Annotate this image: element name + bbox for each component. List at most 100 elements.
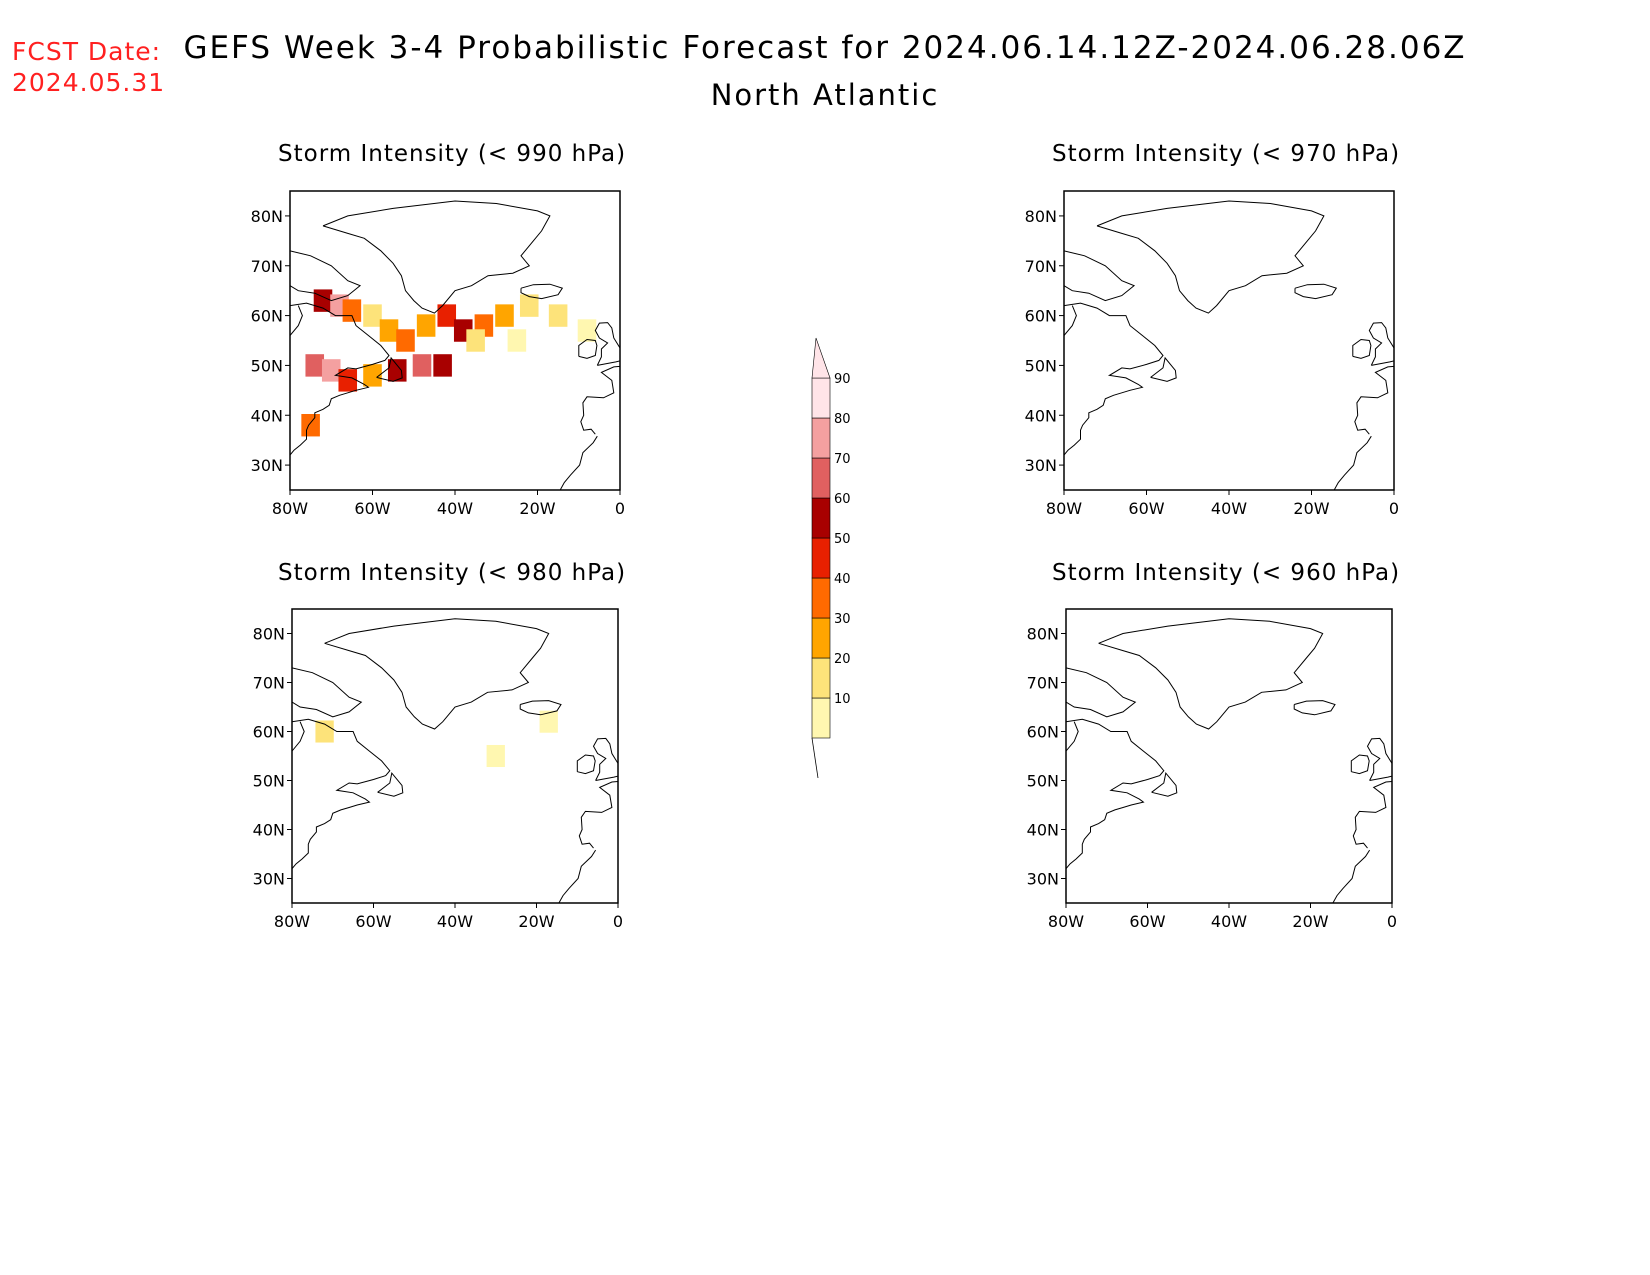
panel-title-990: Storm Intensity (< 990 hPa) — [278, 141, 627, 167]
probability-cell — [437, 304, 457, 327]
coastline — [376, 356, 403, 382]
colorbar-label: 30 — [834, 612, 851, 627]
coastline — [578, 781, 618, 849]
lat-tick-label: 80N — [1025, 207, 1057, 226]
map-panel-3: 80N 70N 60N 50N 40N 30N 80W 60W 40W 20W 0 — [253, 608, 623, 931]
lat-tick-label: 70N — [251, 257, 283, 276]
lon-tick-label: 0 — [613, 912, 623, 931]
coastline — [292, 718, 391, 870]
coastline — [292, 667, 363, 718]
lon-tick-label: 0 — [1389, 499, 1399, 518]
map-panel-2: 80N 70N 60N 50N 40N 30N 80W 60W 40W 20W 0 — [1025, 190, 1399, 518]
probability-cell — [338, 369, 358, 392]
probability-cell — [495, 304, 514, 327]
lat-tick-label: 40N — [251, 406, 283, 425]
probability-cell — [396, 329, 415, 352]
lat-tick-label: 60N — [1027, 723, 1059, 742]
lon-tick-label: 60W — [1129, 912, 1165, 931]
colorbar-label: 60 — [834, 492, 851, 507]
coastline — [292, 721, 305, 752]
coastline — [576, 754, 596, 775]
lat-tick-label: 80N — [251, 207, 283, 226]
lon-tick-label: 20W — [1292, 912, 1328, 931]
coastline — [594, 322, 620, 366]
main-title: GEFS Week 3-4 Probabilistic Forecast for… — [183, 30, 1467, 66]
lon-tick-label: 60W — [355, 912, 391, 931]
lon-tick-label: 40W — [437, 499, 473, 518]
map-frame — [291, 608, 619, 904]
coastline — [559, 435, 598, 490]
coastline — [1352, 338, 1372, 359]
lon-tick-label: 40W — [1211, 912, 1247, 931]
region-subtitle: North Atlantic — [710, 78, 940, 112]
map-frame — [1065, 608, 1393, 904]
colorbar-label: 10 — [834, 692, 851, 707]
coastline — [324, 618, 550, 730]
coastline — [1096, 200, 1325, 314]
coastline — [1064, 302, 1164, 456]
panel-title-960: Storm Intensity (< 960 hPa) — [1052, 560, 1401, 586]
coastline — [1354, 365, 1394, 435]
panel-title-970: Storm Intensity (< 970 hPa) — [1052, 141, 1401, 167]
probability-cell — [466, 329, 485, 352]
map-panel-4: 80N 70N 60N 50N 40N 30N 80W 60W 40W 20W 0 — [1027, 608, 1397, 931]
lat-tick-label: 30N — [251, 456, 283, 475]
lon-tick-label: 20W — [1293, 499, 1329, 518]
colorbar-label: 50 — [834, 532, 851, 547]
lon-tick-label: 0 — [1387, 912, 1397, 931]
lat-tick-label: 70N — [1025, 257, 1057, 276]
probability-cell — [301, 414, 320, 437]
map-panel-1: 80N 70N 60N 50N 40N 30N 80W 60W 40W 20W 0 — [251, 190, 625, 518]
coastline — [1066, 667, 1137, 718]
colorbar-box — [811, 617, 831, 659]
probability-cell — [363, 304, 382, 327]
lon-tick-label: 20W — [519, 499, 555, 518]
panel-title-980: Storm Intensity (< 980 hPa) — [278, 560, 627, 586]
lat-tick-label: 40N — [253, 821, 285, 840]
lon-tick-label: 60W — [354, 499, 390, 518]
probability-cell — [507, 329, 527, 352]
lat-tick-label: 50N — [1025, 356, 1057, 375]
probability-cell — [577, 319, 597, 342]
lon-tick-label: 60W — [1128, 499, 1164, 518]
colorbar-label: 90 — [834, 372, 851, 387]
coastline — [1368, 322, 1394, 366]
probability-cell — [519, 294, 539, 317]
colorbar-label: 70 — [834, 452, 851, 467]
coastline — [322, 200, 551, 314]
lat-tick-label: 50N — [251, 356, 283, 375]
map-frame — [1063, 190, 1395, 491]
colorbar-label: 20 — [834, 652, 851, 667]
probability-cell — [416, 314, 436, 337]
lon-tick-label: 40W — [437, 912, 473, 931]
lat-tick-label: 60N — [1025, 307, 1057, 326]
colorbar-box — [811, 657, 831, 699]
coastline — [1293, 700, 1336, 716]
lat-tick-label: 60N — [251, 307, 283, 326]
coastline — [1352, 781, 1392, 849]
coastline — [377, 771, 404, 797]
probability-cell — [387, 359, 407, 382]
colorbar-box — [811, 697, 831, 739]
probability-cell — [433, 354, 452, 377]
lat-tick-label: 30N — [1027, 870, 1059, 889]
lat-tick-label: 40N — [1025, 406, 1057, 425]
coastline — [1066, 718, 1165, 870]
coastline — [1366, 737, 1392, 781]
coastline — [1294, 283, 1338, 300]
lat-tick-label: 50N — [253, 772, 285, 791]
probability-cell — [363, 364, 382, 387]
probability-cell — [315, 720, 334, 743]
lon-tick-label: 0 — [615, 499, 625, 518]
coastline — [558, 849, 597, 903]
colorbar-box — [811, 377, 831, 419]
colorbar-label: 40 — [834, 572, 851, 587]
coastline — [519, 700, 562, 716]
probability-cell — [342, 299, 362, 322]
colorbar-box — [811, 417, 831, 459]
probability-cell — [486, 744, 505, 768]
fcst-label-text: FCST Date: — [12, 37, 162, 66]
colorbar-top-arrow — [811, 337, 831, 379]
lat-tick-label: 40N — [1027, 821, 1059, 840]
coastline — [1064, 250, 1136, 302]
